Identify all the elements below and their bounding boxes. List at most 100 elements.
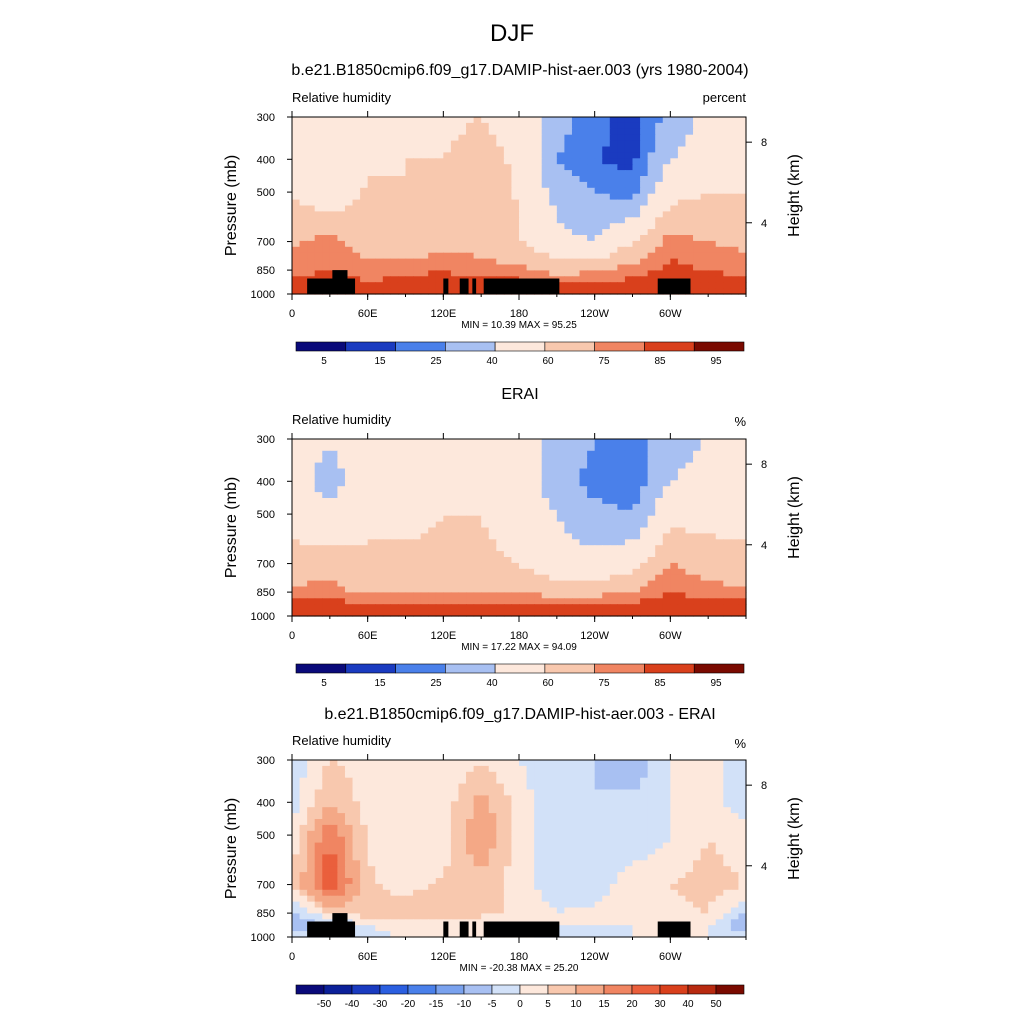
contour-cell <box>496 444 505 452</box>
contour-cell <box>670 860 679 867</box>
contour-cell <box>299 783 308 791</box>
contour-cell <box>587 122 596 130</box>
contour-cell <box>488 842 497 850</box>
contour-cell <box>700 270 709 277</box>
contour-cell <box>693 140 702 148</box>
contour-cell <box>647 568 656 576</box>
pressure-tick-label: 700 <box>257 237 275 249</box>
contour-cell <box>344 836 354 844</box>
contour-cell <box>526 229 535 236</box>
contour-cell <box>594 462 603 470</box>
contour-cell <box>390 503 399 511</box>
contour-cell <box>541 240 550 248</box>
contour-cell <box>594 872 603 879</box>
contour-cell <box>314 450 323 458</box>
contour-cell <box>647 450 656 458</box>
contour-cell <box>549 842 558 850</box>
contour-cell <box>413 462 422 470</box>
contour-cell <box>473 223 482 230</box>
contour-cell <box>708 288 717 295</box>
contour-cell <box>314 181 323 189</box>
contour-cell <box>488 140 497 148</box>
contour-cell <box>292 187 301 195</box>
contour-cell <box>481 211 490 218</box>
contour-cell <box>367 830 376 838</box>
contour-cell <box>519 580 528 588</box>
contour-cell <box>587 176 596 183</box>
contour-cell <box>344 539 354 546</box>
contour-cell <box>511 439 520 446</box>
contour-cell <box>488 223 497 230</box>
contour-cell <box>715 598 724 605</box>
contour-cell <box>519 134 528 142</box>
contour-cell <box>647 872 656 879</box>
contour-cell <box>382 783 391 791</box>
contour-cell <box>647 807 656 814</box>
contour-cell <box>549 270 558 277</box>
contour-cell <box>329 199 338 207</box>
contour-cell <box>458 789 467 796</box>
contour-cell <box>503 199 513 207</box>
contour-cell <box>307 509 316 517</box>
lon-tick-label: 120E <box>430 308 456 320</box>
contour-cell <box>738 557 747 564</box>
contour-cell <box>413 830 422 838</box>
contour-cell <box>594 562 603 570</box>
contour-cell <box>450 146 460 153</box>
contour-cell <box>708 557 717 564</box>
contour-cell <box>587 140 596 148</box>
contour-cell <box>503 246 513 254</box>
contour-cell <box>503 807 513 814</box>
contour-cell <box>397 842 407 850</box>
contour-cell <box>640 492 649 499</box>
contour-cell <box>609 765 618 773</box>
contour-cell <box>609 592 618 599</box>
contour-cell <box>405 468 414 475</box>
contour-cell <box>367 854 376 861</box>
contour-cell <box>579 545 588 552</box>
contour-cell <box>458 140 467 148</box>
contour-cell <box>579 211 588 218</box>
contour-cell <box>322 187 331 195</box>
contour-cell <box>503 789 513 796</box>
contour-cell <box>549 557 558 564</box>
contour-cell <box>390 545 399 552</box>
contour-cell <box>526 813 535 820</box>
contour-cell <box>322 252 331 260</box>
contour-cell <box>382 509 391 517</box>
contour-cell <box>496 872 505 879</box>
contour-cell <box>337 176 346 183</box>
contour-cell <box>594 533 603 540</box>
contour-cell <box>549 574 558 582</box>
contour-cell <box>670 217 679 224</box>
contour-cell <box>632 795 641 802</box>
contour-cell <box>458 158 467 165</box>
contour-cell <box>556 486 565 493</box>
contour-cell <box>617 240 626 248</box>
contour-cell <box>579 854 588 861</box>
contour-cell <box>640 527 649 534</box>
contour-cell <box>579 246 588 254</box>
contour-cell <box>655 128 664 136</box>
contour-cell <box>314 598 323 605</box>
contour-cell <box>511 181 520 189</box>
contour-cell <box>375 456 384 464</box>
contour-cell <box>458 252 467 260</box>
contour-cell <box>715 468 724 475</box>
contour-cell <box>670 468 679 475</box>
contour-cell <box>647 789 656 796</box>
contour-cell <box>322 789 331 796</box>
contour-cell <box>488 211 497 218</box>
contour-cell <box>602 830 611 838</box>
contour-cell <box>519 592 528 599</box>
contour-cell <box>738 807 747 814</box>
contour-cell <box>662 240 671 248</box>
contour-cell <box>556 783 565 791</box>
contour-cell <box>503 604 513 611</box>
contour-cell <box>632 276 641 283</box>
contour-cell <box>390 860 399 867</box>
contour-cell <box>382 276 391 283</box>
contour-cell <box>526 604 535 611</box>
contour-cell <box>670 462 679 470</box>
